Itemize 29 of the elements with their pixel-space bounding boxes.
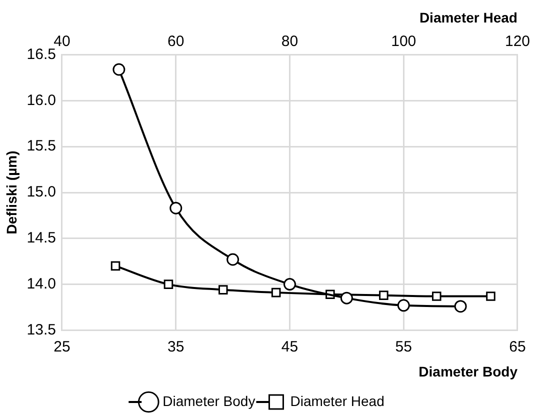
y-tick-label: 14.0 <box>26 275 56 292</box>
x-tick-label: 35 <box>168 338 184 356</box>
x-tick-label: 65 <box>509 338 526 356</box>
x2-tick-label: 100 <box>391 32 416 50</box>
point <box>226 253 240 266</box>
point <box>454 300 467 313</box>
y-tick-label: 16.5 <box>26 46 56 63</box>
point <box>170 202 182 214</box>
point <box>283 278 296 291</box>
x2-axis-title: Diameter Head <box>419 9 518 26</box>
y-tick-label: 13.5 <box>26 321 56 338</box>
x2-tick-label: 40 <box>54 32 70 50</box>
legend-label: Diameter Body <box>162 392 256 409</box>
x-axis-title: Diameter Body <box>418 363 518 380</box>
x-tick-label: 25 <box>54 338 70 356</box>
legend-label: Diameter Head <box>290 392 384 409</box>
y-tick-label: 14.5 <box>26 230 56 247</box>
y-tick-label: 16.0 <box>26 92 56 109</box>
x2-tick-label: 60 <box>168 32 184 50</box>
x-tick-label: 45 <box>281 338 298 356</box>
y-axis-title: Defliski (µm) <box>3 150 20 234</box>
point <box>397 299 410 312</box>
point <box>112 63 126 76</box>
x2-tick-label: 80 <box>281 32 298 50</box>
point <box>340 292 353 304</box>
x2-tick-label: 120 <box>504 32 530 50</box>
x-tick-label: 55 <box>395 338 412 356</box>
y-tick-label: 15.0 <box>26 184 56 201</box>
y-tick-label: 15.5 <box>26 138 56 155</box>
